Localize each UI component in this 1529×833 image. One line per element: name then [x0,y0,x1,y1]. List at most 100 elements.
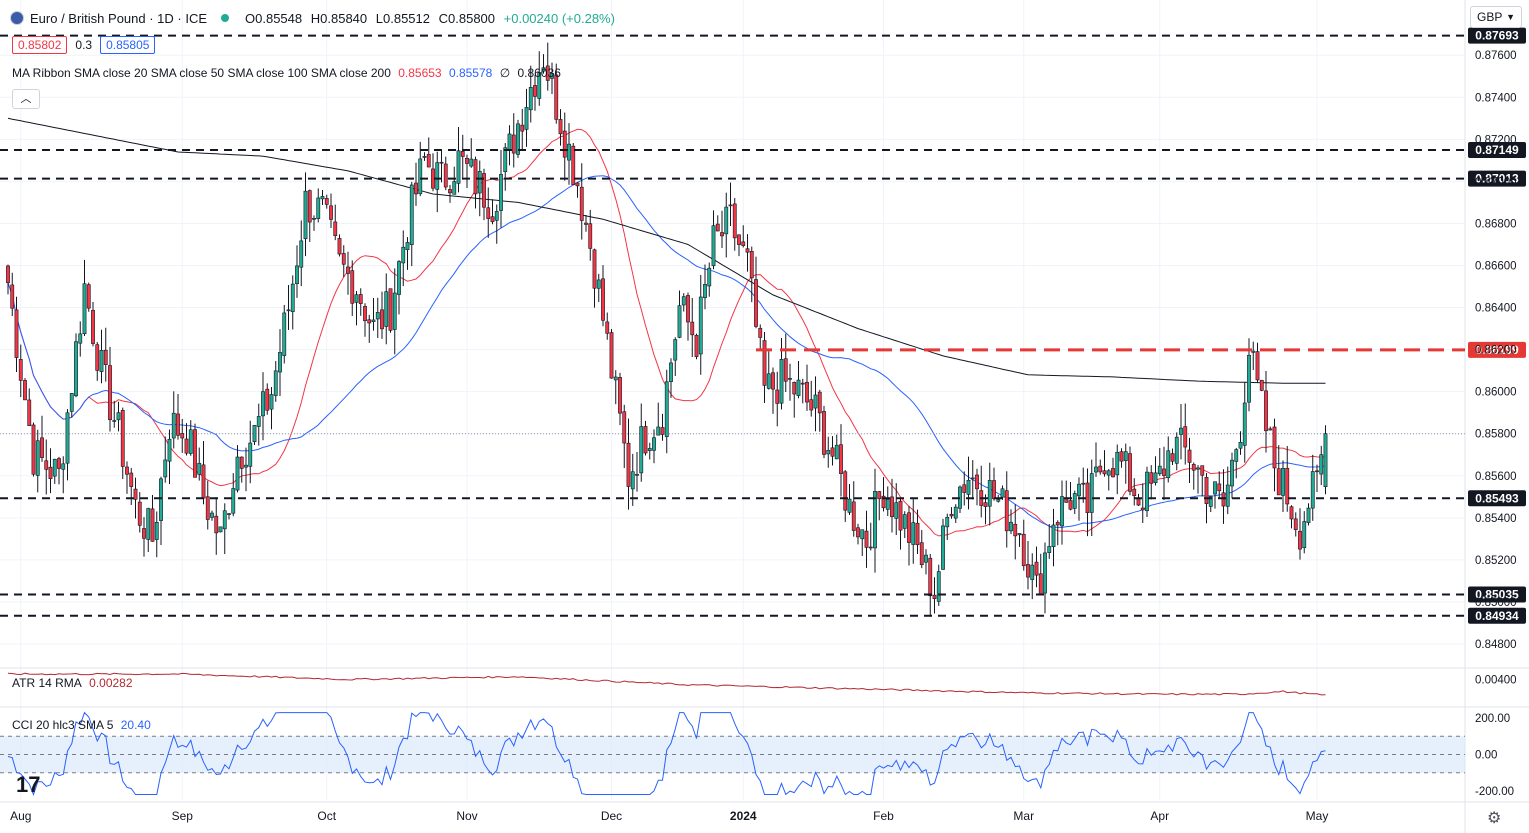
candle[interactable] [337,234,342,257]
candle[interactable] [987,462,992,526]
candle[interactable] [992,467,996,501]
candle[interactable] [1217,471,1222,498]
candle[interactable] [1098,459,1103,475]
candle[interactable] [295,245,299,298]
candle[interactable] [1128,446,1132,496]
candle[interactable] [1319,445,1324,486]
candle[interactable] [941,518,945,570]
candle[interactable] [783,333,788,393]
candle[interactable] [1106,469,1111,491]
candle[interactable] [771,367,775,414]
candle[interactable] [1298,508,1302,560]
candle[interactable] [367,314,372,343]
candle[interactable] [1264,370,1268,453]
candle[interactable] [541,54,546,74]
candle[interactable] [1051,508,1056,567]
candle[interactable] [664,369,669,454]
candle[interactable] [741,225,746,248]
candle[interactable] [278,329,282,396]
candle[interactable] [919,530,924,569]
candle[interactable] [1064,480,1069,503]
candle[interactable] [248,420,253,484]
candle[interactable] [686,292,690,341]
candle[interactable] [1242,381,1247,463]
candle[interactable] [860,529,865,556]
candle[interactable] [911,499,916,564]
candle[interactable] [31,422,36,477]
candle[interactable] [1060,480,1064,545]
candle[interactable] [499,150,503,228]
candle[interactable] [460,134,465,179]
candle[interactable] [473,156,478,209]
candle[interactable] [669,358,673,398]
candle[interactable] [320,190,325,205]
candle[interactable] [346,251,350,295]
candle[interactable] [677,290,682,339]
candle[interactable] [452,166,457,195]
candle[interactable] [1196,465,1200,494]
candle[interactable] [137,492,142,533]
candle[interactable] [1136,493,1141,507]
candle[interactable] [116,401,121,432]
candle[interactable] [163,436,168,483]
candle[interactable] [95,342,100,381]
candle[interactable] [847,484,852,515]
candle[interactable] [618,372,622,426]
candle[interactable] [469,138,474,168]
candle[interactable] [210,510,214,521]
candle[interactable] [443,156,448,191]
candle[interactable] [324,194,329,209]
candle[interactable] [282,304,287,364]
candle[interactable] [52,458,57,484]
candle[interactable] [703,264,707,310]
candle[interactable] [1004,471,1009,548]
candle[interactable] [1259,379,1264,392]
candle[interactable] [1306,503,1311,526]
candle[interactable] [299,220,304,287]
candle[interactable] [1089,459,1094,537]
candle[interactable] [613,370,618,405]
candle[interactable] [881,477,886,512]
candle[interactable] [877,491,882,521]
candle[interactable] [1068,481,1073,511]
candle[interactable] [193,423,197,478]
currency-selector[interactable]: GBP ▼ [1470,6,1522,28]
candle[interactable] [1021,519,1026,571]
candle[interactable] [456,126,461,193]
candle[interactable] [1013,504,1018,560]
candle[interactable] [1285,446,1290,512]
candle[interactable] [180,418,185,453]
candle[interactable] [261,372,265,441]
ma-ribbon-legend[interactable]: MA Ribbon SMA close 20 SMA close 50 SMA … [12,66,565,80]
candle[interactable] [558,109,563,146]
candle[interactable] [758,324,763,351]
candle[interactable] [69,393,74,418]
candle[interactable] [507,125,512,166]
candle[interactable] [1081,467,1086,503]
candle[interactable] [426,137,431,168]
candle[interactable] [1030,553,1035,600]
candle[interactable] [146,507,151,552]
candle[interactable] [269,387,274,430]
candle[interactable] [711,210,716,270]
candle[interactable] [431,153,435,192]
candle[interactable] [1200,465,1205,497]
candle[interactable] [643,420,648,456]
candle[interactable] [728,182,733,226]
candle[interactable] [805,364,809,411]
candle[interactable] [928,553,933,617]
candle[interactable] [422,152,427,161]
candle[interactable] [333,204,338,241]
candle[interactable] [647,442,652,460]
candle[interactable] [864,510,869,568]
candle[interactable] [698,274,703,375]
candle[interactable] [596,273,601,302]
candle[interactable] [252,424,257,446]
candle[interactable] [1094,442,1098,477]
candle[interactable] [154,511,159,558]
candle[interactable] [167,429,172,485]
candle[interactable] [235,445,240,493]
candle[interactable] [1187,437,1192,484]
candle[interactable] [1179,403,1183,460]
candle[interactable] [694,333,699,360]
